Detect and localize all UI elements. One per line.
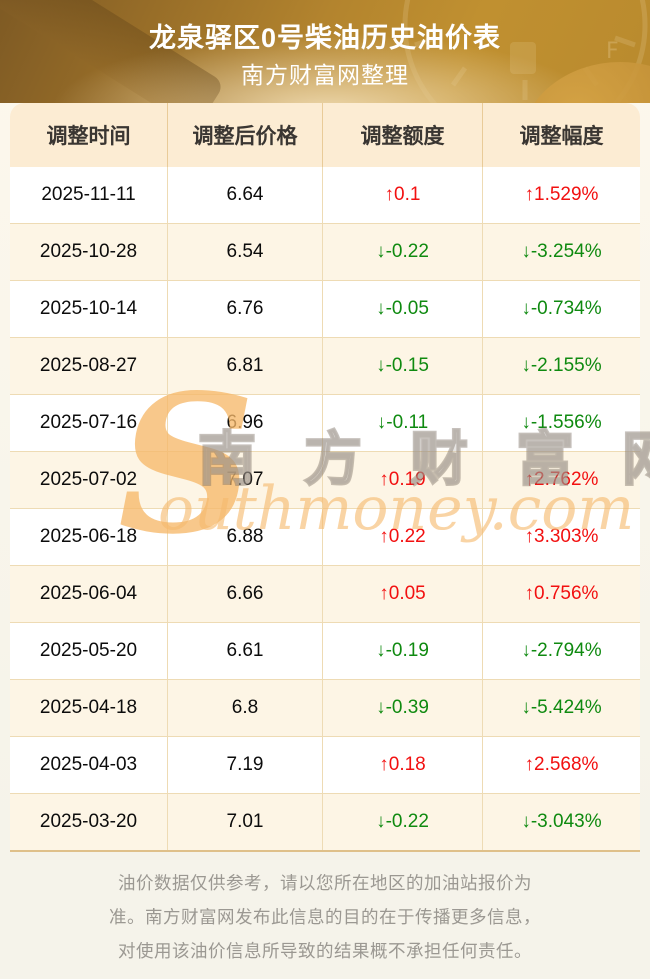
cell-date: 2025-04-18	[10, 680, 168, 736]
cell-change: ↓-0.22	[323, 794, 483, 850]
cell-change: ↑0.19	[323, 452, 483, 508]
page-title: 龙泉驿区0号柴油历史油价表	[148, 23, 501, 53]
oil-price-table: 调整时间 调整后价格 调整额度 调整幅度 2025-11-11 6.64 ↑0.1 ↑…	[10, 103, 640, 852]
table-row: 2025-07-16 6.96 ↓-0.11 ↓-1.556%	[10, 394, 640, 451]
cell-date: 2025-06-18	[10, 509, 168, 565]
cell-percent: ↓-3.254%	[521, 241, 602, 262]
cell-percent: ↓-5.424%	[521, 697, 602, 718]
cell-date: 2025-07-02	[10, 452, 168, 508]
cell-change: ↓-0.19	[323, 623, 483, 679]
cell-percent: ↓-0.734%	[521, 298, 602, 319]
table-body: 2025-11-11 6.64 ↑0.1 ↑1.529% 2025-10-28 6.54 ↓…	[10, 167, 640, 850]
cell-date: 2025-08-27	[10, 338, 168, 394]
disclaimer-text: 油价数据仅供参考，请以您所在地区的加油站报价为 准。南方财富网发布此信息的目的在…	[0, 866, 650, 968]
cell-change: ↓-0.22	[323, 224, 483, 280]
table-header-row: 调整时间 调整后价格 调整额度 调整幅度	[10, 103, 640, 167]
cell-price: 6.81	[168, 338, 323, 394]
cell-date: 2025-03-20	[10, 794, 168, 850]
page-banner: F 龙泉驿区0号柴油历史油价表 南方财富网整理	[0, 0, 650, 103]
svg-text:F: F	[606, 39, 619, 64]
table-row: 2025-10-14 6.76 ↓-0.05 ↓-0.734%	[10, 280, 640, 337]
column-header-date: 调整时间	[10, 103, 168, 167]
cell-change: ↑0.05	[323, 566, 483, 622]
cell-percent: ↑2.568%	[524, 754, 599, 775]
cell-price: 6.96	[168, 395, 323, 451]
table-row: 2025-06-18 6.88 ↑0.22 ↑3.303%	[10, 508, 640, 565]
table-row: 2025-04-18 6.8 ↓-0.39 ↓-5.424%	[10, 679, 640, 736]
cell-percent: ↑2.762%	[524, 469, 599, 490]
cell-percent: ↓-2.794%	[521, 640, 602, 661]
cell-change: ↑0.18	[323, 737, 483, 793]
table-row: 2025-03-20 7.01 ↓-0.22 ↓-3.043%	[10, 793, 640, 850]
disclaimer-line: 对使用该油价信息所导致的结果概不承担任何责任。	[118, 941, 532, 961]
cell-change: ↓-0.15	[323, 338, 483, 394]
cell-change: ↑0.1	[323, 167, 483, 223]
cell-percent: ↑0.756%	[524, 583, 599, 604]
table-row: 2025-07-02 7.07 ↑0.19 ↑2.762%	[10, 451, 640, 508]
cell-date: 2025-10-28	[10, 224, 168, 280]
table-row: 2025-11-11 6.64 ↑0.1 ↑1.529%	[10, 167, 640, 223]
cell-price: 6.76	[168, 281, 323, 337]
cell-percent: ↑1.529%	[524, 184, 599, 205]
cell-percent: ↑3.303%	[524, 526, 599, 547]
cell-price: 7.07	[168, 452, 323, 508]
cell-percent: ↓-3.043%	[521, 811, 602, 832]
cell-price: 6.88	[168, 509, 323, 565]
table-row: 2025-08-27 6.81 ↓-0.15 ↓-2.155%	[10, 337, 640, 394]
cell-change: ↓-0.39	[323, 680, 483, 736]
cell-price: 6.64	[168, 167, 323, 223]
column-header-change: 调整额度	[323, 103, 483, 167]
column-header-percent: 调整幅度	[519, 125, 604, 148]
cell-change: ↑0.22	[323, 509, 483, 565]
page-subtitle: 南方财富网整理	[241, 62, 409, 88]
cell-change: ↓-0.11	[323, 395, 483, 451]
table-row: 2025-06-04 6.66 ↑0.05 ↑0.756%	[10, 565, 640, 622]
fuel-gauge-icon: F	[402, 0, 648, 103]
cell-price: 6.61	[168, 623, 323, 679]
cell-price: 6.54	[168, 224, 323, 280]
cell-percent: ↓-2.155%	[521, 355, 602, 376]
cell-price: 7.01	[168, 794, 323, 850]
cell-change: ↓-0.05	[323, 281, 483, 337]
cell-date: 2025-04-03	[10, 737, 168, 793]
cell-price: 7.19	[168, 737, 323, 793]
cell-date: 2025-07-16	[10, 395, 168, 451]
cell-percent: ↓-1.556%	[521, 412, 602, 433]
disclaimer-line: 油价数据仅供参考，请以您所在地区的加油站报价为	[118, 873, 532, 893]
cell-date: 2025-05-20	[10, 623, 168, 679]
cell-price: 6.66	[168, 566, 323, 622]
cell-date: 2025-06-04	[10, 566, 168, 622]
disclaimer-line: 准。南方财富网发布此信息的目的在于传播更多信息，	[109, 907, 541, 927]
table-row: 2025-10-28 6.54 ↓-0.22 ↓-3.254%	[10, 223, 640, 280]
table-row: 2025-04-03 7.19 ↑0.18 ↑2.568%	[10, 736, 640, 793]
table-row: 2025-05-20 6.61 ↓-0.19 ↓-2.794%	[10, 622, 640, 679]
cell-price: 6.8	[168, 680, 323, 736]
cell-date: 2025-11-11	[10, 167, 168, 223]
cell-date: 2025-10-14	[10, 281, 168, 337]
column-header-price: 调整后价格	[168, 103, 323, 167]
